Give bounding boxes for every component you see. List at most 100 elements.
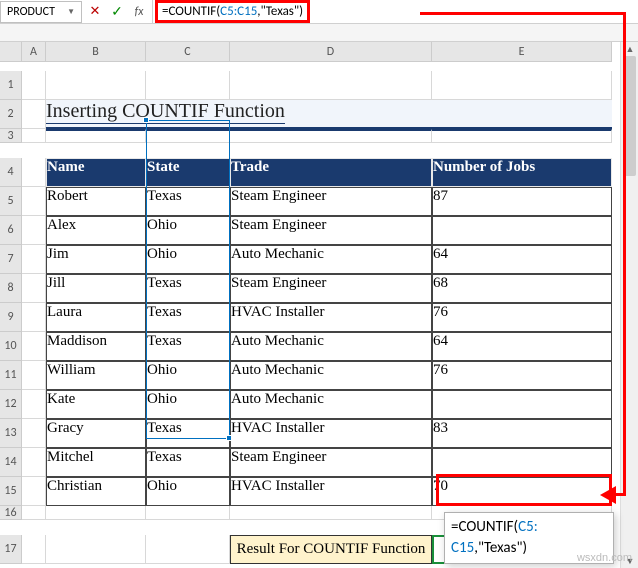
cell[interactable] [22, 158, 46, 187]
col-header-D[interactable]: D [230, 42, 432, 62]
row-header-14[interactable]: 14 [0, 448, 22, 477]
col-header-A[interactable]: A [22, 42, 46, 62]
table-cell[interactable]: Ohio [146, 390, 230, 419]
row-header-9[interactable]: 9 [0, 303, 22, 332]
row-header-7[interactable]: 7 [0, 245, 22, 274]
cell[interactable] [22, 361, 46, 390]
name-box[interactable]: PRODUCT ▼ [0, 1, 82, 23]
row-header-1[interactable]: 1 [0, 71, 22, 100]
table-header-state[interactable]: State [146, 158, 230, 187]
cell[interactable] [22, 303, 46, 332]
cell[interactable] [22, 274, 46, 303]
table-header-jobs[interactable]: Number of Jobs [432, 158, 612, 187]
row-header-11[interactable]: 11 [0, 361, 22, 390]
cancel-icon[interactable]: ✕ [84, 1, 106, 23]
row-header-2[interactable]: 2 [0, 100, 22, 129]
cell[interactable] [146, 71, 230, 100]
cell[interactable] [46, 506, 146, 520]
table-cell[interactable] [432, 448, 612, 477]
row-header-15[interactable]: 15 [0, 477, 22, 506]
table-cell[interactable]: Laura [46, 303, 146, 332]
table-cell[interactable]: Ohio [146, 361, 230, 390]
cell[interactable] [146, 129, 230, 143]
table-header-name[interactable]: Name [46, 158, 146, 187]
row-header-16[interactable]: 16 [0, 506, 22, 520]
table-cell[interactable]: 68 [432, 274, 612, 303]
cell[interactable] [46, 129, 146, 143]
table-cell[interactable]: Steam Engineer [230, 274, 432, 303]
cell[interactable] [22, 71, 46, 100]
table-cell[interactable]: 76 [432, 361, 612, 390]
cell[interactable] [146, 506, 230, 520]
range-handle[interactable] [226, 435, 232, 441]
range-handle[interactable] [143, 117, 149, 123]
cell[interactable] [22, 187, 46, 216]
table-cell[interactable]: Jill [46, 274, 146, 303]
row-header-17[interactable]: 17 [0, 535, 22, 564]
table-cell[interactable]: Ohio [146, 477, 230, 506]
row-header-10[interactable]: 10 [0, 332, 22, 361]
cell[interactable] [432, 129, 612, 143]
cell[interactable] [22, 332, 46, 361]
cell[interactable] [22, 216, 46, 245]
row-header-8[interactable]: 8 [0, 274, 22, 303]
cell[interactable] [432, 71, 612, 100]
enter-icon[interactable]: ✓ [106, 1, 128, 23]
row-header-13[interactable]: 13 [0, 419, 22, 448]
table-cell[interactable]: Auto Mechanic [230, 245, 432, 274]
cell[interactable] [230, 71, 432, 100]
cell[interactable] [46, 71, 146, 100]
table-cell[interactable]: Steam Engineer [230, 216, 432, 245]
table-cell[interactable]: Kate [46, 390, 146, 419]
table-cell[interactable]: Auto Mechanic [230, 390, 432, 419]
result-label-cell[interactable]: Result For COUNTIF Function [230, 535, 432, 564]
cell[interactable] [22, 129, 46, 143]
table-header-trade[interactable]: Trade [230, 158, 432, 187]
table-cell[interactable]: Alex [46, 216, 146, 245]
cell[interactable] [146, 535, 230, 564]
row-header-12[interactable]: 12 [0, 390, 22, 419]
table-cell[interactable]: HVAC Installer [230, 477, 432, 506]
cell[interactable] [22, 419, 46, 448]
cell[interactable] [22, 448, 46, 477]
title-cell[interactable]: Inserting COUNTIF Function [46, 100, 612, 129]
cell[interactable] [230, 506, 432, 520]
table-cell[interactable]: 64 [432, 245, 612, 274]
table-cell[interactable]: Steam Engineer [230, 448, 432, 477]
row-header-5[interactable]: 5 [0, 187, 22, 216]
cell[interactable] [22, 245, 46, 274]
table-cell[interactable] [432, 216, 612, 245]
table-cell[interactable]: 76 [432, 303, 612, 332]
cell[interactable] [22, 477, 46, 506]
table-cell[interactable]: Texas [146, 419, 230, 448]
cell[interactable] [46, 535, 146, 564]
cell[interactable] [22, 535, 46, 564]
table-cell[interactable]: William [46, 361, 146, 390]
row-header-3[interactable]: 3 [0, 129, 22, 143]
table-cell[interactable]: Christian [46, 477, 146, 506]
cell[interactable] [22, 390, 46, 419]
row-header-6[interactable]: 6 [0, 216, 22, 245]
table-cell[interactable]: Ohio [146, 245, 230, 274]
table-cell[interactable]: Maddison [46, 332, 146, 361]
col-header-E[interactable]: E [432, 42, 612, 62]
table-cell[interactable]: Gracy [46, 419, 146, 448]
table-cell[interactable]: Texas [146, 332, 230, 361]
table-cell[interactable]: Texas [146, 274, 230, 303]
name-box-dropdown-icon[interactable]: ▼ [67, 7, 75, 17]
table-cell[interactable]: Auto Mechanic [230, 361, 432, 390]
select-all-corner[interactable] [0, 42, 22, 62]
row-header-4[interactable]: 4 [0, 158, 22, 187]
table-cell[interactable]: Robert [46, 187, 146, 216]
col-header-B[interactable]: B [46, 42, 146, 62]
col-header-C[interactable]: C [146, 42, 230, 62]
table-cell[interactable]: HVAC Installer [230, 419, 432, 448]
table-cell[interactable]: Ohio [146, 216, 230, 245]
table-cell[interactable]: Mitchel [46, 448, 146, 477]
table-cell[interactable]: Jim [46, 245, 146, 274]
table-cell[interactable]: 83 [432, 419, 612, 448]
table-cell[interactable]: HVAC Installer [230, 303, 432, 332]
table-cell[interactable]: Auto Mechanic [230, 332, 432, 361]
cell[interactable] [22, 100, 46, 129]
table-cell[interactable]: 87 [432, 187, 612, 216]
